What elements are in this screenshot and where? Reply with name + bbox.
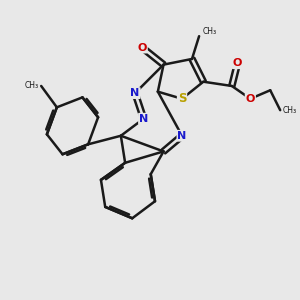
Text: S: S <box>178 92 186 105</box>
Text: CH₃: CH₃ <box>283 106 297 115</box>
Text: N: N <box>139 114 148 124</box>
Text: N: N <box>130 88 140 98</box>
Text: CH₃: CH₃ <box>202 27 217 36</box>
Text: O: O <box>233 58 242 68</box>
Text: N: N <box>177 131 187 141</box>
Text: O: O <box>246 94 255 104</box>
Text: O: O <box>137 43 147 52</box>
Text: CH₃: CH₃ <box>24 82 38 91</box>
